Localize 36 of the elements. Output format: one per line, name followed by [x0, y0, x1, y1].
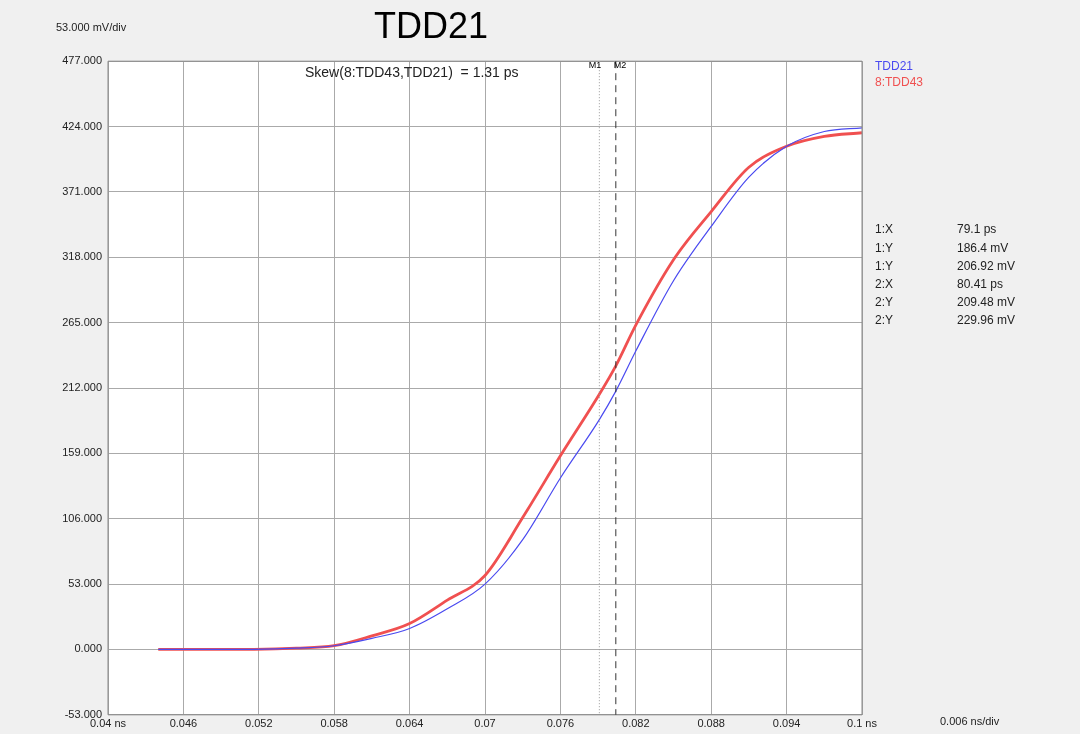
y-tick-label: 53.000 — [68, 577, 102, 590]
text: TDD21 — [875, 58, 914, 74]
text: 1:Y 206.92 mV — [875, 258, 1016, 273]
x-tick-label: 0.07 — [474, 717, 496, 730]
y-tick-label: 212.000 — [62, 381, 102, 394]
y-tick-label: 371.000 — [62, 184, 102, 197]
y-tick-label: 159.000 — [62, 446, 102, 459]
y-tick-label: 106.000 — [62, 511, 102, 524]
x-tick-label: 0.04 ns — [89, 717, 127, 730]
y-tick-label: 318.000 — [62, 250, 102, 263]
text: 1:Y 186.4 mV — [875, 240, 1009, 255]
text: 2:X 80.41 ps — [875, 276, 1004, 291]
y-tick-label: -53.000 — [64, 707, 102, 720]
text: 0.006 ns/div — [940, 715, 1000, 728]
annotation: Skew(8:TDD43,TDD21) = 1.31 ps — [305, 63, 519, 80]
chart-title: TDD21 — [373, 4, 489, 46]
y-tick-label: 265.000 — [62, 315, 102, 328]
x-tick-label: 0.046 — [169, 717, 198, 730]
text: 53.000 mV/div — [56, 21, 127, 34]
x-tick-label: 0.058 — [320, 717, 348, 730]
x-tick-label: 0.076 — [546, 717, 575, 730]
text: 2:Y 209.48 mV — [875, 295, 1016, 310]
x-tick-label: 0.052 — [245, 717, 273, 730]
x-tick-label: 0.064 — [395, 717, 424, 730]
y-tick-label: 424.000 — [62, 119, 102, 132]
text: 1:X 79.1 ps — [875, 222, 997, 237]
text: 8:TDD43 — [875, 74, 924, 90]
x-tick-label: 0.1 ns — [847, 717, 878, 730]
y-tick-label: 0.000 — [74, 642, 102, 655]
ref-line-label: M1 — [588, 60, 602, 71]
text: 2:Y 229.96 mV — [875, 313, 1016, 328]
ref-line-label: M2 — [613, 60, 627, 71]
x-tick-label: 0.094 — [772, 717, 801, 730]
x-tick-label: 0.088 — [697, 717, 725, 730]
x-tick-label: 0.082 — [622, 717, 650, 730]
y-tick-label: 477.000 — [62, 54, 102, 67]
